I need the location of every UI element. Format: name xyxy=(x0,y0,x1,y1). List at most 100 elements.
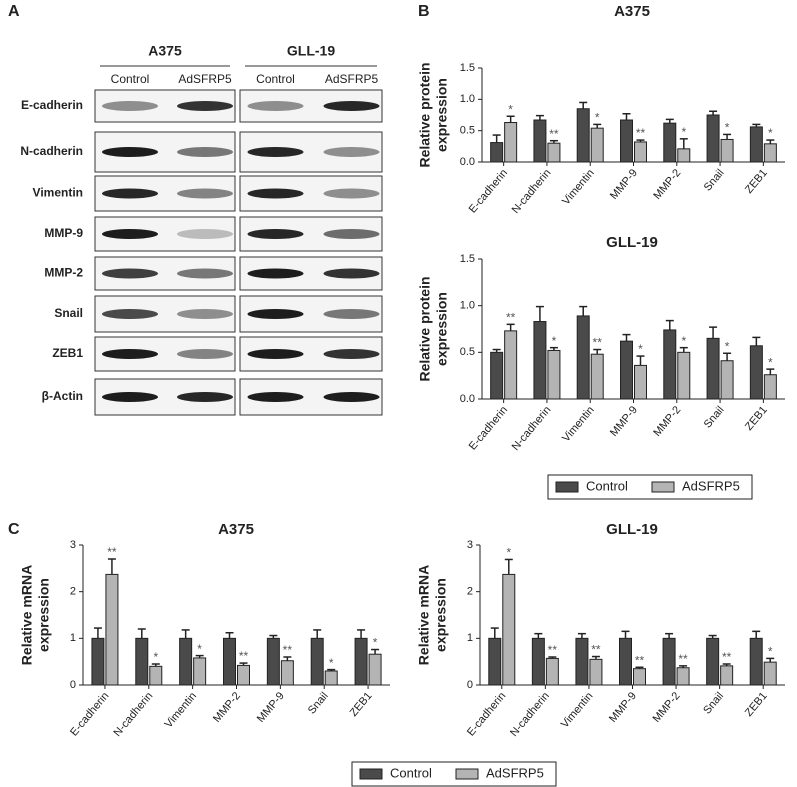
error-bar xyxy=(239,662,248,666)
significance: ** xyxy=(506,311,516,325)
significance: * xyxy=(725,121,730,135)
bar xyxy=(589,658,603,686)
error-bar xyxy=(679,346,688,353)
significance: ** xyxy=(548,643,558,657)
error-bar xyxy=(283,656,292,661)
protein-label: ZEB1 xyxy=(52,346,83,360)
x-tick-label: Vimentin xyxy=(560,167,597,207)
y-axis-label: expression xyxy=(433,578,449,652)
x-tick-label: MMP-9 xyxy=(608,404,640,439)
significance: * xyxy=(638,342,643,356)
significance: ** xyxy=(239,649,249,663)
significance: * xyxy=(725,339,730,353)
significance: ** xyxy=(591,643,601,657)
significance: ** xyxy=(283,643,293,657)
protein-label: Snail xyxy=(54,306,83,320)
bar xyxy=(504,330,518,400)
error-bar xyxy=(492,134,501,143)
bar xyxy=(576,108,590,163)
error-bar xyxy=(723,133,732,140)
protein-label: MMP-9 xyxy=(44,226,83,240)
bar xyxy=(576,315,590,400)
error-bar xyxy=(636,139,645,142)
y-tick-label: 3 xyxy=(70,539,76,551)
band xyxy=(247,268,304,279)
error-bar xyxy=(766,657,775,663)
significance: ** xyxy=(636,126,646,140)
y-axis-label: Relative mRNA xyxy=(416,565,432,665)
bar xyxy=(575,637,589,686)
bar xyxy=(706,114,720,163)
x-tick-label: N-cadherin xyxy=(112,690,156,739)
y-tick-label: 1.0 xyxy=(460,300,475,312)
bar xyxy=(310,637,324,686)
band xyxy=(102,229,158,239)
significance: ** xyxy=(107,545,117,559)
error-bar xyxy=(549,139,558,144)
band xyxy=(247,392,304,402)
chart-title: A375 xyxy=(614,3,650,20)
error-bar xyxy=(506,323,515,331)
error-bar xyxy=(766,139,775,144)
significance: * xyxy=(552,334,557,348)
significance: ** xyxy=(678,652,688,666)
x-tick-label: E-cadherin xyxy=(467,167,510,215)
error-bar xyxy=(665,319,674,330)
band xyxy=(177,309,233,319)
bar xyxy=(720,665,734,686)
bar xyxy=(533,321,547,400)
panel-letter: B xyxy=(418,3,430,20)
y-axis-label: Relative protein xyxy=(417,276,433,381)
protein-label: MMP-2 xyxy=(44,266,83,280)
y-tick-label: 0 xyxy=(70,679,76,691)
error-bar xyxy=(622,333,631,342)
bar xyxy=(105,573,119,686)
y-tick-label: 0.0 xyxy=(460,156,475,168)
y-axis-label: expression xyxy=(36,578,52,652)
error-bar xyxy=(535,114,544,121)
bar xyxy=(531,637,545,686)
x-tick-label: E-cadherin xyxy=(465,690,508,738)
x-tick-label: MMP-2 xyxy=(211,690,243,725)
chart-title: GLL-19 xyxy=(606,234,658,251)
condition-label: Control xyxy=(256,72,295,86)
band xyxy=(177,188,233,199)
x-tick-label: Snail xyxy=(701,690,726,716)
error-bar xyxy=(593,348,602,355)
x-tick-label: MMP-2 xyxy=(651,690,683,725)
band xyxy=(247,147,304,157)
x-tick-label: Vimentin xyxy=(559,690,596,730)
x-tick-label: MMP-9 xyxy=(255,690,287,725)
error-bar xyxy=(195,654,204,658)
bar xyxy=(706,637,720,686)
bar xyxy=(354,637,368,686)
error-bar xyxy=(357,629,366,639)
x-tick-label: N-cadherin xyxy=(510,167,554,216)
band xyxy=(102,268,158,279)
bar xyxy=(619,637,632,686)
bar xyxy=(490,142,504,163)
condition-label: AdSFRP5 xyxy=(325,72,379,86)
legend-label: Control xyxy=(586,478,628,493)
error-bar xyxy=(535,305,544,322)
bar xyxy=(490,351,504,400)
bar xyxy=(545,657,559,686)
x-tick-label: Snail xyxy=(702,404,727,430)
condition-label: AdSFRP5 xyxy=(178,72,232,86)
error-bar xyxy=(679,138,688,149)
band xyxy=(323,268,380,279)
y-tick-label: 0 xyxy=(467,679,473,691)
bar xyxy=(706,337,720,400)
legend-swatch xyxy=(359,768,383,780)
x-tick-label: E-cadherin xyxy=(467,404,510,452)
x-tick-label: ZEB1 xyxy=(743,690,770,719)
x-tick-label: MMP-9 xyxy=(607,690,639,725)
x-tick-label: Vimentin xyxy=(560,404,597,444)
x-tick-label: ZEB1 xyxy=(743,167,770,196)
error-bar xyxy=(621,630,630,639)
error-bar xyxy=(665,632,674,639)
legend-box xyxy=(547,474,753,500)
panel-letter: C xyxy=(8,521,20,538)
